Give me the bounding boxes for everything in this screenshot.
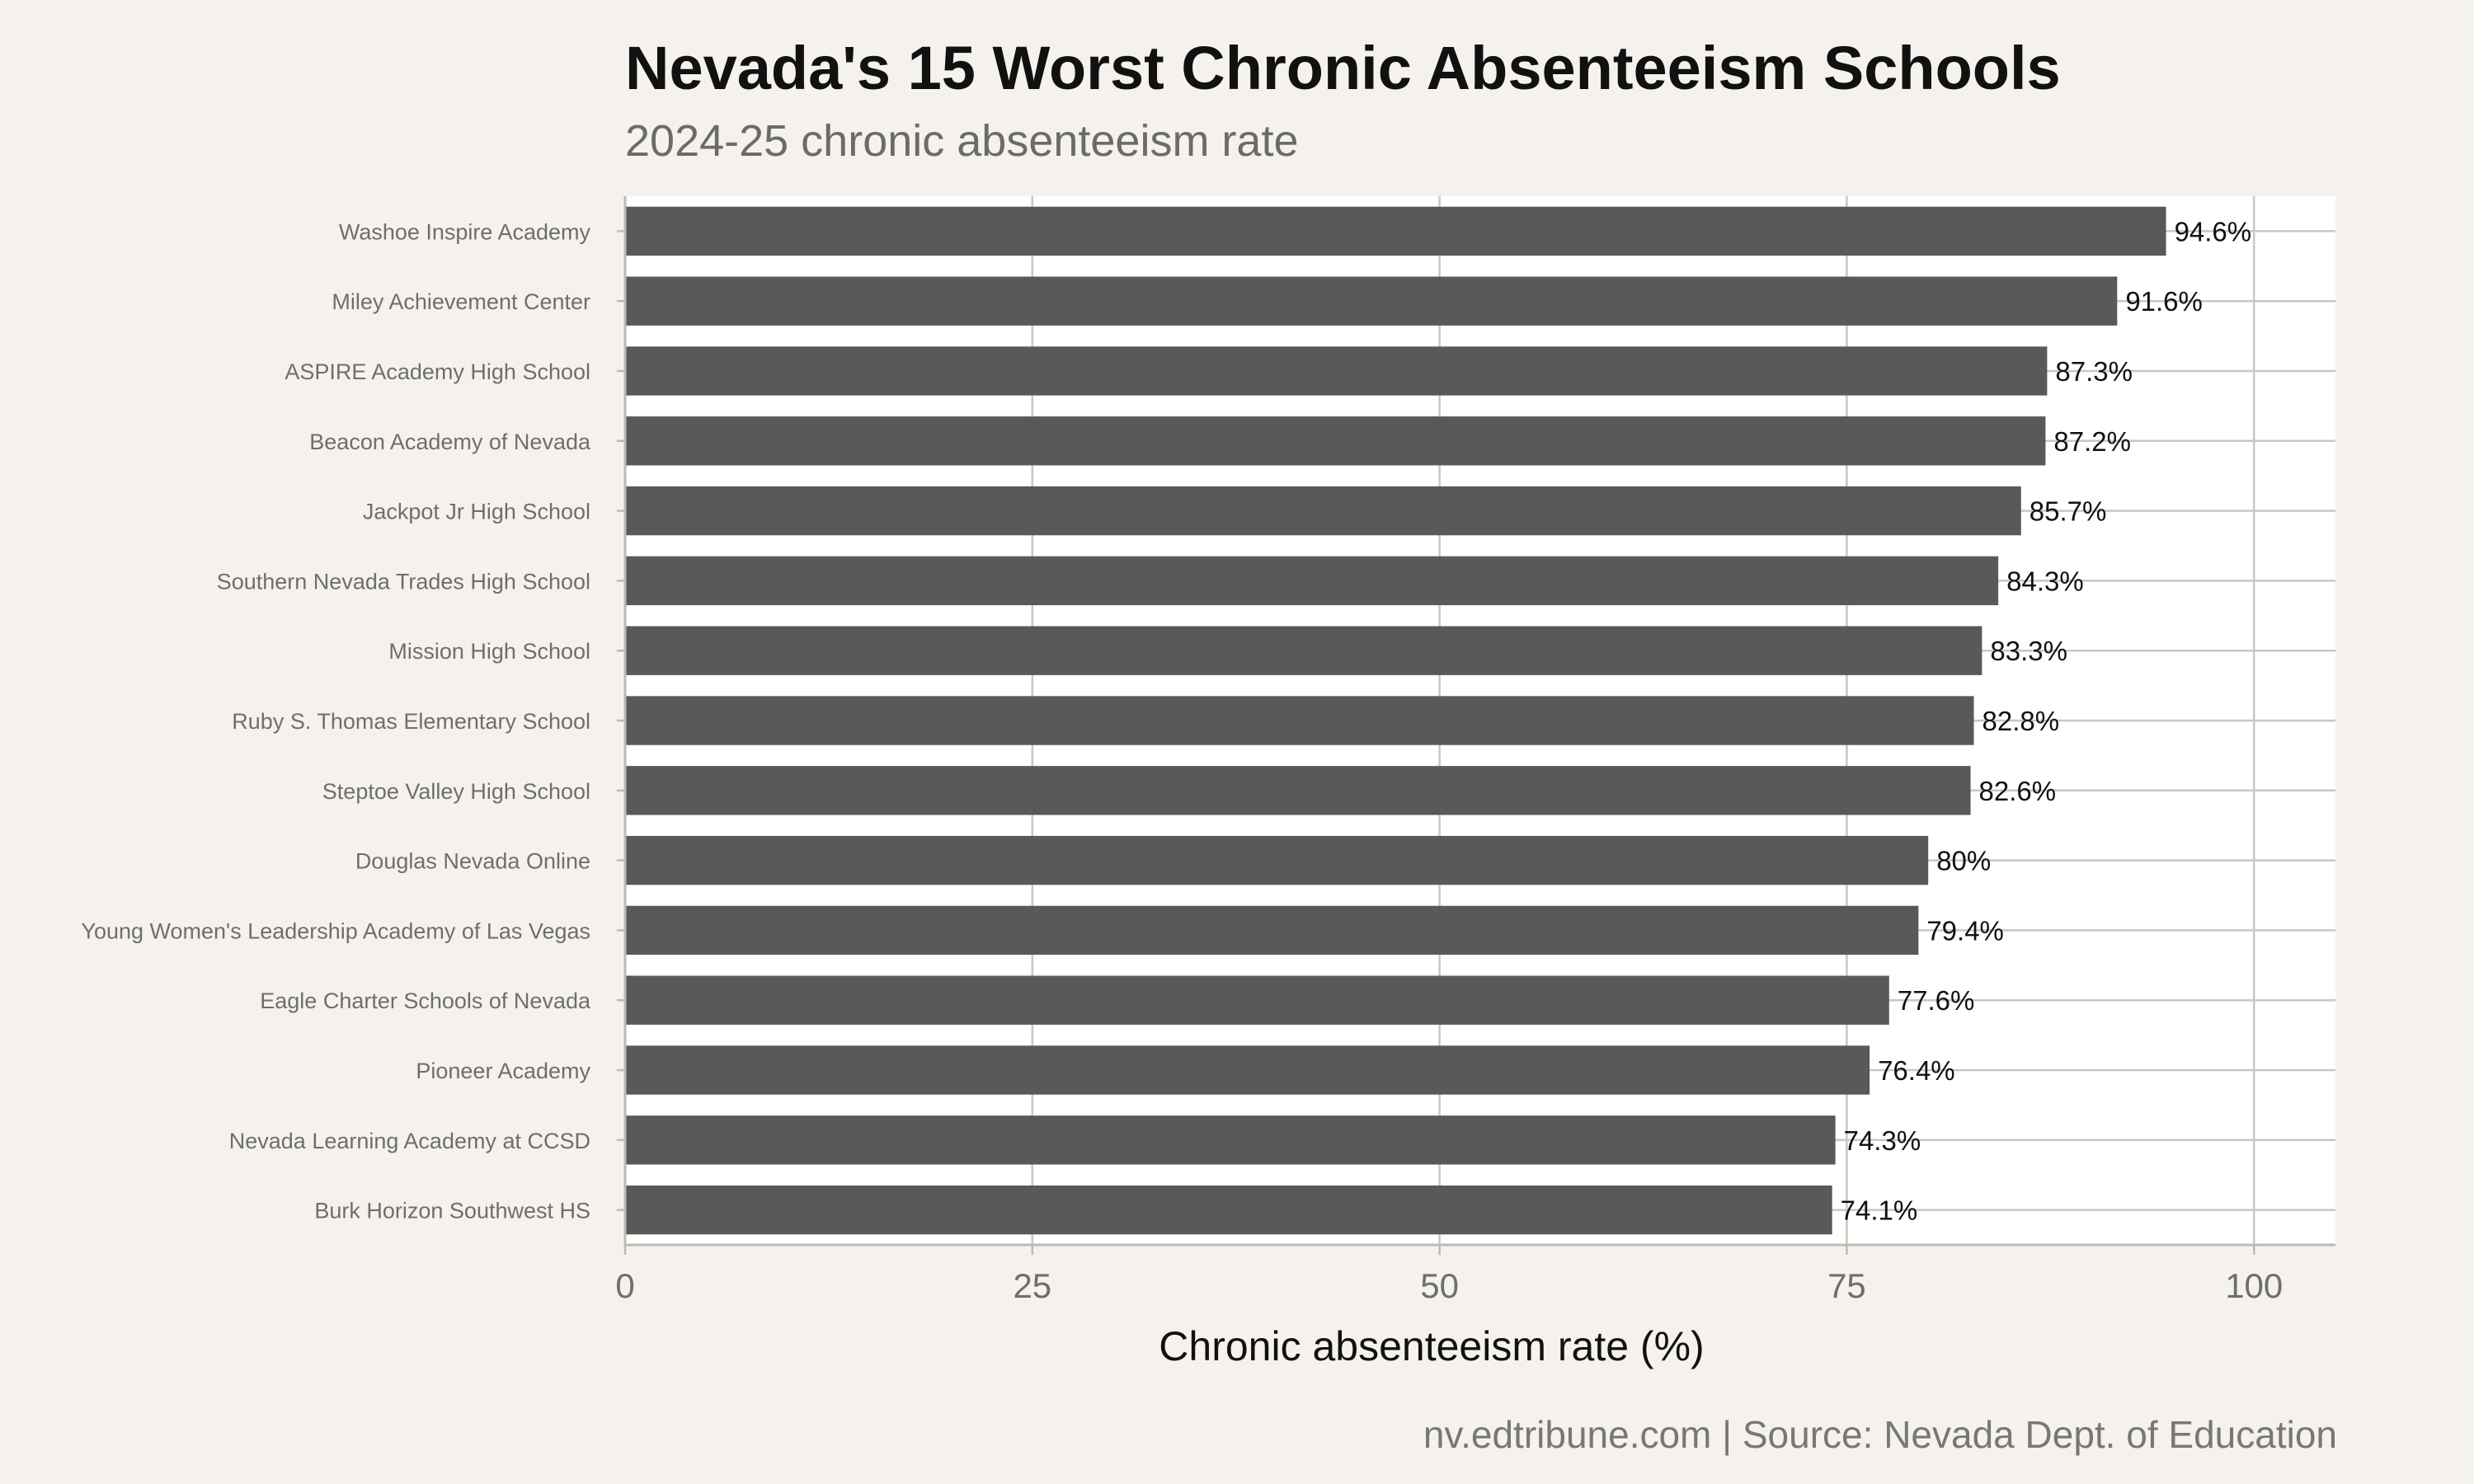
- value-label: 76.4%: [1878, 1055, 1955, 1086]
- value-label: 85.7%: [2030, 496, 2107, 527]
- bar: [625, 696, 1974, 745]
- category-label: Miley Achievement Center: [332, 289, 590, 314]
- value-label: 74.1%: [1841, 1195, 1918, 1226]
- bar: [625, 626, 1982, 675]
- category-label: Ruby S. Thomas Elementary School: [232, 709, 590, 734]
- x-axis-title: Chronic absenteeism rate (%): [1159, 1323, 1704, 1369]
- bar: [625, 1045, 1870, 1095]
- value-label: 77.6%: [1898, 985, 1975, 1016]
- bar: [625, 1115, 1836, 1165]
- bar: [625, 766, 1971, 815]
- bar: [625, 556, 1999, 606]
- category-label: Eagle Charter Schools of Nevada: [260, 989, 591, 1013]
- value-label: 82.8%: [1982, 706, 2059, 736]
- category-label: Douglas Nevada Online: [355, 849, 590, 874]
- bar: [625, 905, 1919, 956]
- bar: [625, 416, 2046, 466]
- category-label: Pioneer Academy: [416, 1059, 590, 1083]
- bar: [625, 1185, 1832, 1235]
- value-label: 84.3%: [2006, 566, 2084, 596]
- category-label: Washoe Inspire Academy: [339, 219, 591, 244]
- bar: [625, 835, 1929, 885]
- bars: [625, 206, 2166, 1235]
- x-tick-label: 25: [1013, 1266, 1051, 1305]
- x-tick-label: 0: [615, 1266, 634, 1305]
- category-label: Jackpot Jr High School: [363, 500, 590, 524]
- x-tick-label: 100: [2225, 1266, 2283, 1305]
- category-label: Young Women's Leadership Academy of Las …: [81, 918, 590, 943]
- bar: [625, 975, 1889, 1025]
- category-label: Mission High School: [388, 639, 590, 664]
- value-label: 94.6%: [2175, 216, 2252, 247]
- chart-title: Nevada's 15 Worst Chronic Absenteeism Sc…: [625, 34, 2061, 102]
- value-label: 87.3%: [2055, 356, 2133, 387]
- category-label: Beacon Academy of Nevada: [309, 430, 591, 454]
- value-labels: 94.6% 91.6% 87.3% 87.2% 85.7% 84.3% 83.3% 82.8%…: [1841, 216, 2252, 1225]
- x-axis-ticks: 0 25 50 75 100: [615, 196, 2335, 1305]
- value-label: 79.4%: [1926, 915, 2004, 946]
- value-label: 87.2%: [2053, 426, 2131, 457]
- category-label: Southern Nevada Trades High School: [217, 569, 590, 594]
- x-tick-label: 50: [1420, 1266, 1459, 1305]
- bar: [625, 276, 2118, 326]
- value-label: 82.6%: [1979, 776, 2057, 806]
- category-label: Nevada Learning Academy at CCSD: [229, 1129, 590, 1153]
- category-labels: Washoe Inspire Academy Miley Achievement …: [81, 219, 591, 1223]
- value-label: 91.6%: [2125, 286, 2203, 317]
- bar: [625, 486, 2021, 536]
- value-label: 80%: [1936, 846, 1991, 876]
- category-label: Burk Horizon Southwest HS: [314, 1199, 590, 1223]
- value-label: 83.3%: [1990, 636, 2067, 666]
- value-label: 74.3%: [1844, 1125, 1921, 1156]
- bar: [625, 206, 2166, 256]
- x-tick-label: 75: [1827, 1266, 1866, 1305]
- chart-caption: nv.edtribune.com | Source: Nevada Dept. …: [1423, 1413, 2337, 1456]
- bar: [625, 346, 2048, 396]
- category-label: ASPIRE Academy High School: [285, 359, 590, 384]
- chart-subtitle: 2024-25 chronic absenteeism rate: [625, 116, 1299, 166]
- category-label: Steptoe Valley High School: [322, 779, 590, 804]
